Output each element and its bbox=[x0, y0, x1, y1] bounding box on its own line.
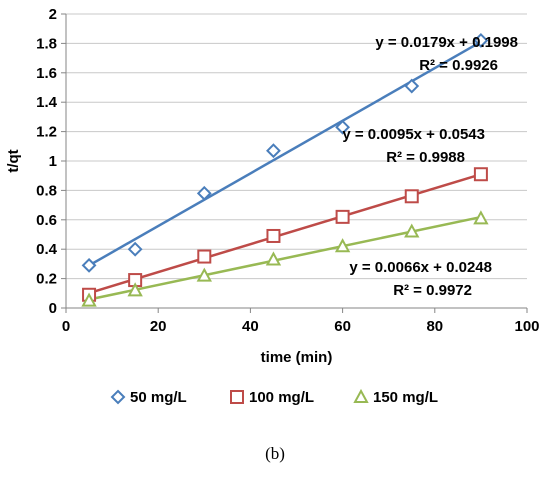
data-point bbox=[404, 223, 420, 238]
legend-label: 50 mg/L bbox=[130, 389, 187, 406]
x-tick-label: 80 bbox=[426, 318, 443, 335]
x-tick-label: 0 bbox=[62, 318, 70, 335]
data-point bbox=[81, 257, 97, 273]
x-tick-label: 20 bbox=[150, 318, 167, 335]
r-squared-label: R² = 0.9988 bbox=[386, 149, 465, 166]
figure-caption: (b) bbox=[265, 444, 285, 463]
x-tick-label: 40 bbox=[242, 318, 259, 335]
y-tick-label: 1.4 bbox=[36, 94, 58, 111]
marker-layer bbox=[81, 33, 489, 307]
trendline-1 bbox=[88, 40, 482, 267]
data-point bbox=[197, 249, 212, 264]
legend-marker bbox=[110, 389, 126, 405]
trendline-equation: y = 0.0066x + 0.0248 bbox=[349, 259, 492, 276]
data-point bbox=[266, 228, 281, 243]
y-tick-label: 0.4 bbox=[36, 241, 58, 258]
y-tick-label: 0.2 bbox=[36, 271, 57, 288]
data-point bbox=[335, 119, 351, 135]
trendline-equation: y = 0.0095x + 0.0543 bbox=[342, 126, 485, 143]
r-squared-label: R² = 0.9972 bbox=[393, 282, 472, 299]
data-point bbox=[265, 251, 282, 266]
data-point bbox=[81, 292, 97, 307]
y-tick-label: 0.6 bbox=[36, 212, 57, 229]
data-point bbox=[473, 167, 488, 182]
x-tick-label: 60 bbox=[334, 318, 351, 335]
data-point bbox=[334, 238, 351, 253]
data-point bbox=[127, 241, 143, 257]
label-layer: 00.20.40.60.811.21.41.61.820 20 40 60 80 100t… bbox=[5, 6, 540, 366]
data-point bbox=[335, 209, 350, 224]
data-point bbox=[473, 33, 489, 48]
data-point bbox=[404, 78, 420, 94]
r-squared-label: R² = 0.9926 bbox=[419, 57, 498, 74]
data-point bbox=[404, 189, 419, 204]
trendline-equation: y = 0.0179x + 0.1998 bbox=[375, 34, 518, 51]
data-point bbox=[266, 143, 281, 159]
y-axis-title: t/qt bbox=[5, 149, 22, 172]
y-tick-label: 0.8 bbox=[36, 182, 57, 199]
legend-label: 100 mg/L bbox=[249, 389, 314, 406]
legend-label: 150 mg/L bbox=[373, 389, 438, 406]
y-tick-label: 2 bbox=[49, 6, 57, 23]
data-point bbox=[196, 267, 212, 282]
legend-marker bbox=[353, 388, 369, 403]
y-tick-label: 1.2 bbox=[36, 124, 57, 141]
data-point bbox=[127, 282, 143, 297]
legend: 50 mg/L 100 mg/L 150 mg/L bbox=[110, 388, 438, 406]
data-point bbox=[473, 210, 489, 225]
y-tick-label: 0 bbox=[49, 300, 57, 317]
y-tick-label: 1.8 bbox=[36, 35, 57, 52]
grid-layer bbox=[66, 13, 527, 280]
y-tick-label: 1 bbox=[49, 153, 57, 170]
legend-marker bbox=[230, 390, 244, 404]
axis-layer bbox=[61, 13, 528, 313]
data-point bbox=[196, 185, 212, 201]
x-tick-label: 100 bbox=[514, 318, 539, 335]
y-tick-label: 1.6 bbox=[36, 65, 57, 82]
x-axis-title: time (min) bbox=[261, 349, 333, 366]
